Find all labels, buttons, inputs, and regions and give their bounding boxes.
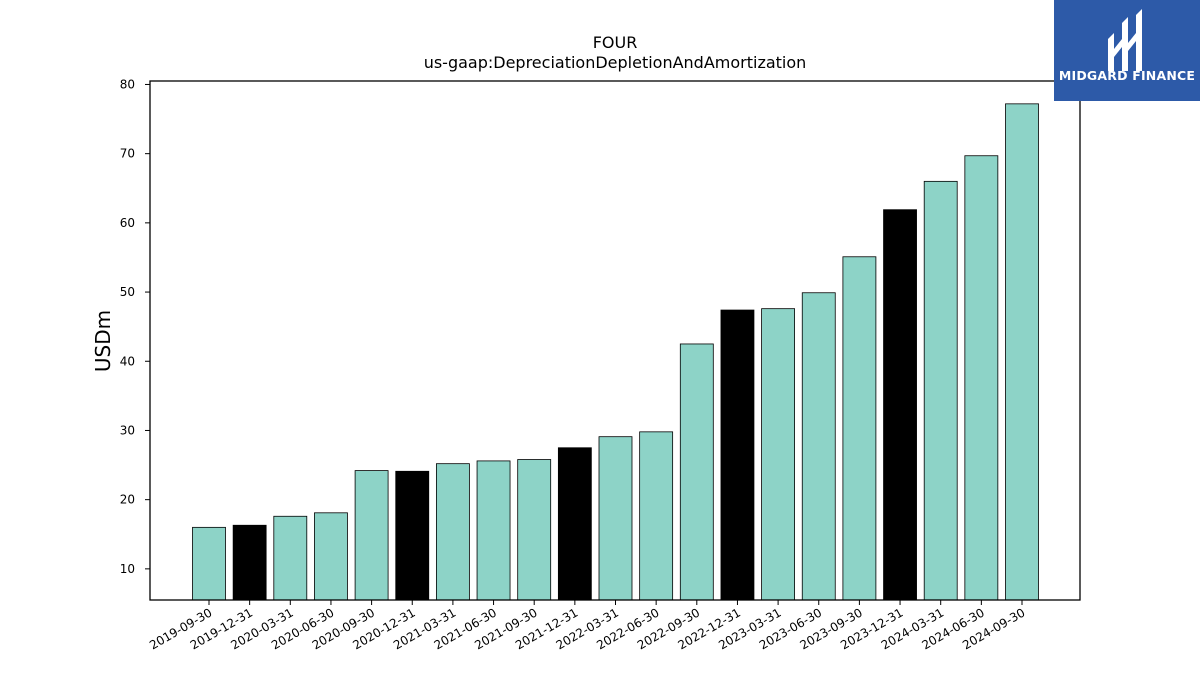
bar-2023-12-31: [883, 209, 917, 601]
bar-2022-12-31: [720, 309, 755, 601]
y-tick-label: 60: [120, 216, 135, 230]
bar-2020-09-30: [354, 470, 389, 601]
bar-2024-06-30: [964, 155, 999, 601]
y-tick-label: 30: [120, 423, 135, 437]
y-tick-label: 80: [120, 77, 135, 91]
bar-2022-03-31: [598, 436, 633, 601]
bar-2019-09-30: [192, 526, 226, 601]
y-axis-label: USDm: [91, 310, 115, 372]
bar-2022-09-30: [679, 343, 714, 601]
bar-2023-03-31: [761, 308, 795, 601]
bar-2024-03-31: [923, 180, 958, 601]
y-tick-label: 70: [120, 147, 135, 161]
brand-logo: MIDGARD FINANCE: [1054, 0, 1200, 101]
y-tick-label: 10: [120, 562, 135, 576]
midgard-logo-icon: [1108, 9, 1142, 71]
bar-2020-06-30: [314, 512, 348, 601]
bar-2020-12-31: [395, 470, 430, 601]
y-tick-label: 40: [120, 354, 135, 368]
plot-frame: [149, 80, 1081, 601]
bar-2021-06-30: [476, 460, 511, 601]
bar-2023-06-30: [801, 292, 836, 601]
bar-2020-03-31: [273, 515, 308, 601]
brand-name: MIDGARD FINANCE: [1058, 68, 1196, 83]
y-tick-label: 20: [120, 493, 135, 507]
bar-2021-09-30: [517, 459, 552, 601]
chart-title: FOUR: [593, 33, 638, 52]
bar-2021-12-31: [557, 447, 592, 601]
bar-2021-03-31: [435, 463, 470, 601]
chart-subtitle: us-gaap:DepreciationDepletionAndAmortiza…: [424, 53, 807, 72]
bar-2019-12-31: [232, 524, 267, 601]
bar-2023-09-30: [842, 256, 877, 601]
bar-2022-06-30: [639, 431, 674, 601]
bar-2024-09-30: [1005, 103, 1039, 601]
y-tick-label: 50: [120, 285, 135, 299]
